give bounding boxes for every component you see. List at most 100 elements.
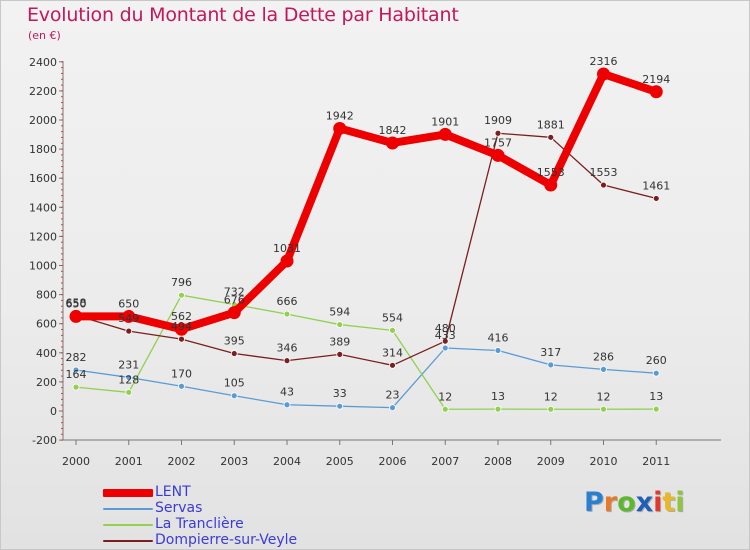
x-tick-label: 2008 [484,455,512,468]
data-label: 666 [277,295,298,308]
data-point [389,326,396,334]
data-point [441,344,449,352]
data-label: 105 [224,377,245,390]
data-point [544,178,558,192]
series-line [75,347,657,409]
data-point [336,321,344,328]
data-label: 12 [544,390,558,403]
data-label: 1909 [484,114,512,127]
data-label: 128 [118,373,139,386]
x-tick-label: 2004 [273,455,301,468]
data-label: 286 [593,350,614,363]
data-point [491,148,505,162]
data-point [652,405,660,413]
legend-label: La Tranclière [155,516,244,532]
data-label: 1842 [379,124,407,137]
series-lent [69,67,663,336]
series-line [75,132,657,366]
data-label: 43 [280,386,294,399]
y-tick-label: 400 [36,347,57,360]
data-point [600,365,607,373]
x-tick-label: 2003 [220,455,248,468]
y-tick-label: -200 [32,434,57,447]
legend-label: LENT [155,484,191,500]
data-point [438,127,452,141]
data-labels-la-trancli-re: 164 128 796 732 666 594 554 12 13 12 12 13 [66,276,664,403]
x-tick-label: 2006 [379,455,407,468]
y-tick-label: 2400 [29,56,57,69]
data-label: 1757 [484,136,512,149]
data-label: 164 [66,368,87,381]
logo-letter: i [653,487,663,518]
data-point [280,254,294,268]
series-dompierre-sur-veyle [72,129,660,369]
data-label: 2194 [642,73,670,86]
data-label: 676 [224,294,245,307]
data-label: 23 [386,389,400,402]
data-label: 416 [488,331,509,344]
data-labels-lent: 650 650 562 676 1031 1942 1842 1901 1757 1553 2316… [66,55,671,323]
data-label: 317 [540,346,561,359]
x-tick-label: 2009 [537,455,565,468]
data-point [547,133,555,141]
x-tick-label: 2001 [115,455,143,468]
data-point [283,310,291,318]
data-label: 594 [329,306,350,319]
logo-letter: i [675,487,685,518]
data-label: 1553 [537,166,565,179]
data-point [283,357,291,365]
data-label: 1881 [537,118,565,131]
x-tick-label: 2002 [168,455,196,468]
data-label: 650 [66,297,87,310]
data-label: 260 [646,354,667,367]
data-point [230,350,238,357]
data-label: 13 [491,390,505,403]
data-point [227,306,241,320]
data-label: 13 [649,390,663,403]
data-labels-servas: 282 231 170 105 43 33 23 433 416 317 286 260 [66,329,667,402]
data-point [72,366,80,374]
data-point [178,291,185,299]
data-point [125,373,133,381]
data-label: 732 [224,285,245,298]
data-point [230,392,238,400]
data-label: 1901 [431,115,459,128]
chart-unit-label: (en €) [28,29,61,42]
data-label: 480 [435,322,456,335]
data-point [389,404,396,412]
series-line [72,70,661,334]
data-point [125,388,133,396]
data-label: 650 [118,297,139,310]
y-tick-label: 200 [36,376,57,389]
data-point [386,136,399,150]
data-point [283,401,291,409]
data-label: 314 [382,346,403,359]
legend-label: Servas [155,500,203,516]
x-tick-label: 2007 [431,455,459,468]
y-tick-label: 1600 [29,172,57,185]
data-point [597,67,610,81]
data-point [333,121,347,135]
legend-swatch [103,540,153,542]
data-label: 1461 [642,179,670,192]
data-label: 346 [277,342,298,355]
logo-letter: P [584,487,604,518]
data-point [72,383,80,391]
y-tick-label: 0 [50,405,57,418]
x-tick-label: 2000 [62,455,90,468]
legend-swatch [103,508,153,510]
data-point [336,351,344,358]
series-line [75,294,657,410]
y-tick-label: 1400 [29,201,57,214]
data-point [175,322,188,336]
legend-swatch [103,524,153,526]
data-label: 12 [597,390,611,403]
logo-letter: r [603,487,618,518]
proxiti-logo: Proxiti [584,487,685,518]
data-point [649,85,663,99]
logo-letter: o [617,487,636,518]
data-point [441,337,449,345]
data-label: 658 [66,296,87,309]
